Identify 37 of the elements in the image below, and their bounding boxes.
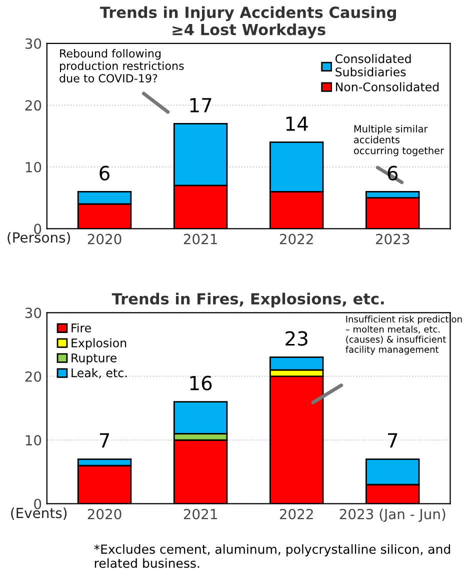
y-tick-label: 30 [25,308,42,318]
y-tick-label: 10 [26,435,42,446]
total-label: 7 [100,433,110,448]
total-label: 7 [388,433,398,448]
x-tick-label: 2023 [376,234,410,244]
legend-label: Non-Consolidated [336,82,439,92]
total-label: 6 [388,166,398,180]
y-tick-label: 10 [26,162,42,172]
y-axis-title: (Persons) [8,232,70,244]
total-label: 17 [190,98,212,112]
x-tick-label: 2020 [88,234,122,244]
y-tick-label: 30 [25,38,42,49]
legend-label: Rupture [72,354,116,365]
y-tick-label: 20 [25,100,42,111]
x-tick-label: 2023 (Jan - Jun) [340,508,446,522]
x-tick-label: 2022 [280,234,313,244]
y-tick-label: 20 [25,371,42,382]
text: *Excludes cement, aluminum, polycrystalline silicon, and related business. [94,544,450,568]
x-tick-label: 2022 [280,508,313,520]
total-label: 23 [286,331,308,346]
total-label: 16 [190,376,212,390]
x-tick-label: 2020 [88,508,122,520]
chart-title: Trends in Fires, Explosions, etc. [112,292,384,308]
y-axis-title: (Events) [11,508,67,520]
y-tick-label: 0 [34,224,42,234]
total-label: 6 [100,166,110,180]
total-label: 14 [286,116,308,131]
x-tick-label: 2021 [184,508,217,520]
legend-label: Fire [72,323,91,332]
x-tick-label: 2021 [184,234,217,244]
annotation: Multiple similar accidents occurring together [354,124,444,156]
legend-label: Consolidated Subsidiaries [335,54,411,76]
chart-title: Trends in Injury Accidents Causing ≥4 Lost Workdays [100,6,396,38]
legend-label: Explosion [72,338,126,350]
legend-label: Leak, etc. [72,368,127,379]
annotation: Rebound following production restrictions due to COVID-19? [60,48,184,82]
y-tick-label: 0 [34,498,42,510]
